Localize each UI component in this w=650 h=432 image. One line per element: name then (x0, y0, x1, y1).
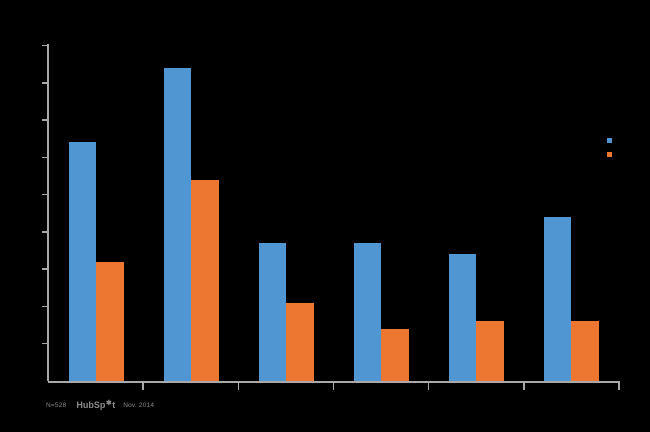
bar-series-1 (258, 243, 286, 381)
y-axis-tick (41, 119, 48, 121)
bar-series-1 (68, 142, 96, 381)
bar-series-1 (544, 217, 572, 381)
x-axis-tick (427, 381, 430, 390)
legend-item-series-2 (607, 152, 616, 157)
y-axis-tick (41, 231, 48, 233)
hubspot-logo-text-right: t (112, 400, 116, 410)
bar-series-2 (190, 179, 219, 381)
x-axis-tick (142, 381, 144, 390)
x-axis-tick (618, 381, 620, 390)
bar-series-2 (476, 321, 505, 381)
y-axis-tick (41, 82, 48, 84)
bar-series-2 (381, 328, 410, 381)
legend (607, 138, 616, 166)
bar-series-2 (571, 321, 600, 381)
y-axis-tick (41, 193, 48, 196)
x-axis-tick (523, 381, 525, 390)
bar-series-2 (285, 302, 314, 381)
hubspot-logo-text-left: HubSp (76, 400, 106, 410)
bar-series-1 (354, 243, 382, 381)
legend-item-series-1 (607, 138, 616, 143)
y-axis-tick (41, 305, 48, 308)
y-axis-tick (41, 156, 48, 159)
bar-series-1 (449, 254, 477, 381)
footer-sample-size: N=528 (46, 401, 67, 409)
hubspot-logo: HubSp ✱ t (76, 400, 115, 410)
y-axis-tick (41, 342, 48, 345)
y-axis (47, 44, 49, 381)
legend-swatch-series-1-icon (607, 138, 612, 143)
footer: N=528 HubSp ✱ t Nov. 2014 (46, 400, 154, 410)
footer-date: Nov. 2014 (123, 401, 155, 409)
x-axis-tick (237, 381, 240, 390)
legend-swatch-series-2-icon (607, 152, 612, 157)
bar-series-1 (163, 67, 191, 381)
x-axis-tick (332, 381, 335, 390)
y-axis-tick (41, 268, 48, 270)
y-axis-tick (41, 44, 48, 47)
bar-series-2 (95, 261, 124, 381)
sprocket-icon: ✱ (105, 400, 112, 407)
